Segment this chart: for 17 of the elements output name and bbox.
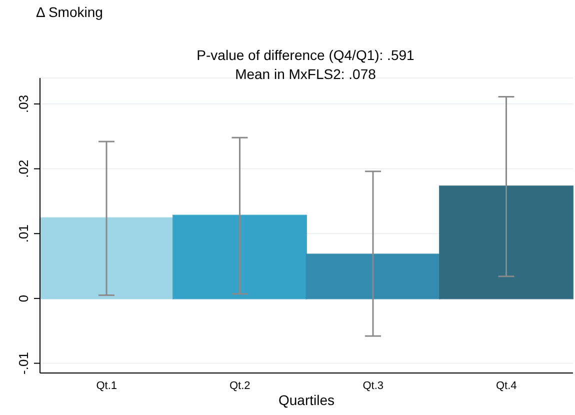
- bar: [306, 254, 440, 300]
- y-tick-label: .03: [16, 94, 31, 113]
- y-tick-label: .02: [16, 160, 31, 178]
- annotation: Mean in MxFLS2: .078: [234, 65, 377, 84]
- y-tick-label: 0: [16, 294, 31, 302]
- text: P-value of difference (Q4/Q1): .591: [196, 46, 416, 65]
- y-tick-label: -.01: [16, 352, 31, 374]
- x-tick-label: Qt.3: [362, 380, 384, 392]
- x-tick-label: Qt.1: [96, 380, 118, 392]
- x-tick-label: Qt.4: [496, 380, 517, 392]
- bar: [39, 217, 174, 300]
- y-tick-label: .01: [16, 224, 31, 243]
- bar: [172, 214, 307, 300]
- x-axis-title: Quartiles: [278, 392, 335, 408]
- y-axis-title: Δ Smoking: [36, 4, 103, 20]
- x-tick-label: Qt.2: [229, 380, 250, 392]
- bar: [439, 186, 574, 300]
